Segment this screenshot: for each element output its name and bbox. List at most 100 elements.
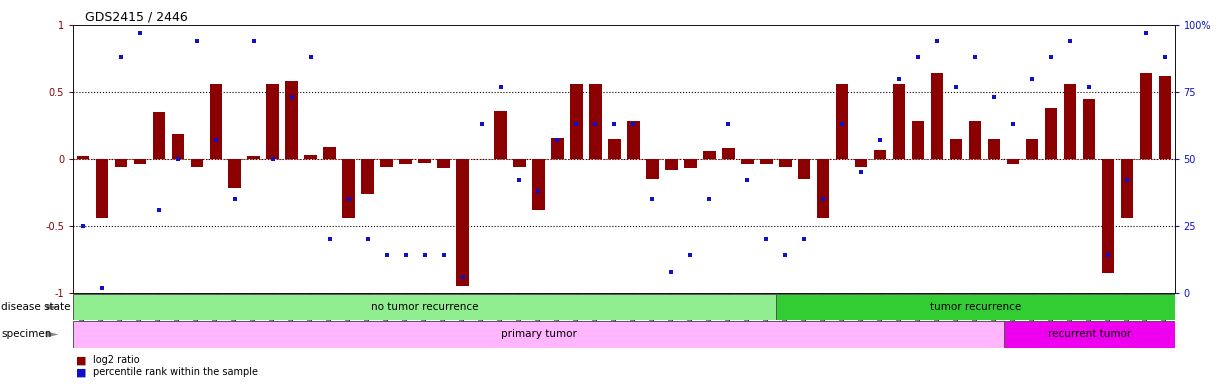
Bar	[608, 139, 620, 159]
Bar	[248, 156, 260, 159]
Point	[1099, 252, 1118, 258]
Point	[757, 236, 777, 242]
Text: tumor recurrence: tumor recurrence	[929, 302, 1021, 312]
Text: specimen: specimen	[1, 329, 51, 339]
Bar	[741, 159, 753, 164]
Bar	[1140, 73, 1153, 159]
Point	[396, 252, 415, 258]
Point	[73, 223, 93, 229]
Bar	[932, 73, 944, 159]
Bar	[95, 159, 107, 218]
Point	[966, 54, 985, 60]
Point	[168, 156, 188, 162]
Point	[548, 137, 568, 143]
Bar	[457, 159, 469, 286]
Point	[737, 177, 757, 184]
Bar	[969, 121, 982, 159]
Bar	[628, 121, 640, 159]
Bar	[73, 294, 775, 320]
Bar	[437, 159, 449, 168]
Bar	[210, 84, 222, 159]
Point	[377, 252, 397, 258]
Bar	[684, 159, 696, 168]
Bar	[171, 134, 184, 159]
Point	[813, 196, 833, 202]
Point	[833, 121, 852, 127]
Bar	[893, 84, 906, 159]
Text: ■: ■	[76, 367, 87, 377]
Bar	[590, 84, 602, 159]
Point	[244, 38, 264, 44]
Point	[129, 30, 149, 36]
Text: recurrent tumor: recurrent tumor	[1048, 329, 1131, 339]
Bar	[304, 155, 316, 159]
Bar	[874, 150, 886, 159]
Polygon shape	[46, 304, 59, 310]
Bar	[532, 159, 545, 210]
Point	[624, 121, 643, 127]
Text: GDS2415 / 2446: GDS2415 / 2446	[85, 10, 188, 23]
Point	[358, 236, 377, 242]
Point	[662, 268, 681, 275]
Bar	[1121, 159, 1133, 218]
Bar	[73, 321, 1004, 348]
Bar	[799, 159, 811, 179]
Bar	[665, 159, 678, 170]
Bar	[570, 84, 582, 159]
Point	[415, 252, 435, 258]
Text: primary tumor: primary tumor	[501, 329, 576, 339]
Bar	[836, 84, 849, 159]
Text: disease state: disease state	[1, 302, 71, 312]
Point	[149, 207, 168, 213]
Bar	[133, 159, 145, 164]
Text: log2 ratio: log2 ratio	[93, 355, 139, 365]
Point	[984, 94, 1004, 100]
Point	[1022, 76, 1042, 82]
Bar	[190, 159, 203, 167]
Point	[795, 236, 814, 242]
Point	[433, 252, 453, 258]
Point	[871, 137, 890, 143]
Point	[680, 252, 700, 258]
Bar	[1007, 159, 1020, 164]
Text: no tumor recurrence: no tumor recurrence	[371, 302, 479, 312]
Point	[604, 121, 624, 127]
Point	[567, 121, 586, 127]
Point	[719, 121, 739, 127]
Text: ■: ■	[76, 355, 87, 365]
Bar	[419, 159, 431, 163]
Point	[1004, 121, 1023, 127]
Bar	[115, 159, 127, 167]
Bar	[1004, 321, 1175, 348]
Bar	[495, 111, 507, 159]
Bar	[817, 159, 829, 218]
Bar	[775, 294, 1175, 320]
Bar	[381, 159, 393, 167]
Bar	[912, 121, 924, 159]
Point	[491, 84, 510, 90]
Point	[1155, 54, 1175, 60]
Point	[338, 196, 359, 202]
Bar	[988, 139, 1000, 159]
Bar	[1103, 159, 1115, 273]
Bar	[1083, 99, 1095, 159]
Point	[928, 38, 947, 44]
Point	[1137, 30, 1156, 36]
Point	[263, 156, 282, 162]
Bar	[950, 139, 962, 159]
Bar	[761, 159, 773, 164]
Bar	[266, 84, 278, 159]
Point	[1117, 177, 1137, 184]
Point	[1042, 54, 1061, 60]
Bar	[228, 159, 241, 189]
Bar	[399, 159, 411, 164]
Bar	[646, 159, 658, 179]
Bar	[552, 137, 564, 159]
Point	[1079, 84, 1099, 90]
Bar	[1026, 139, 1038, 159]
Point	[529, 188, 548, 194]
Bar	[855, 159, 867, 167]
Point	[946, 84, 966, 90]
Bar	[703, 151, 716, 159]
Bar	[779, 159, 791, 167]
